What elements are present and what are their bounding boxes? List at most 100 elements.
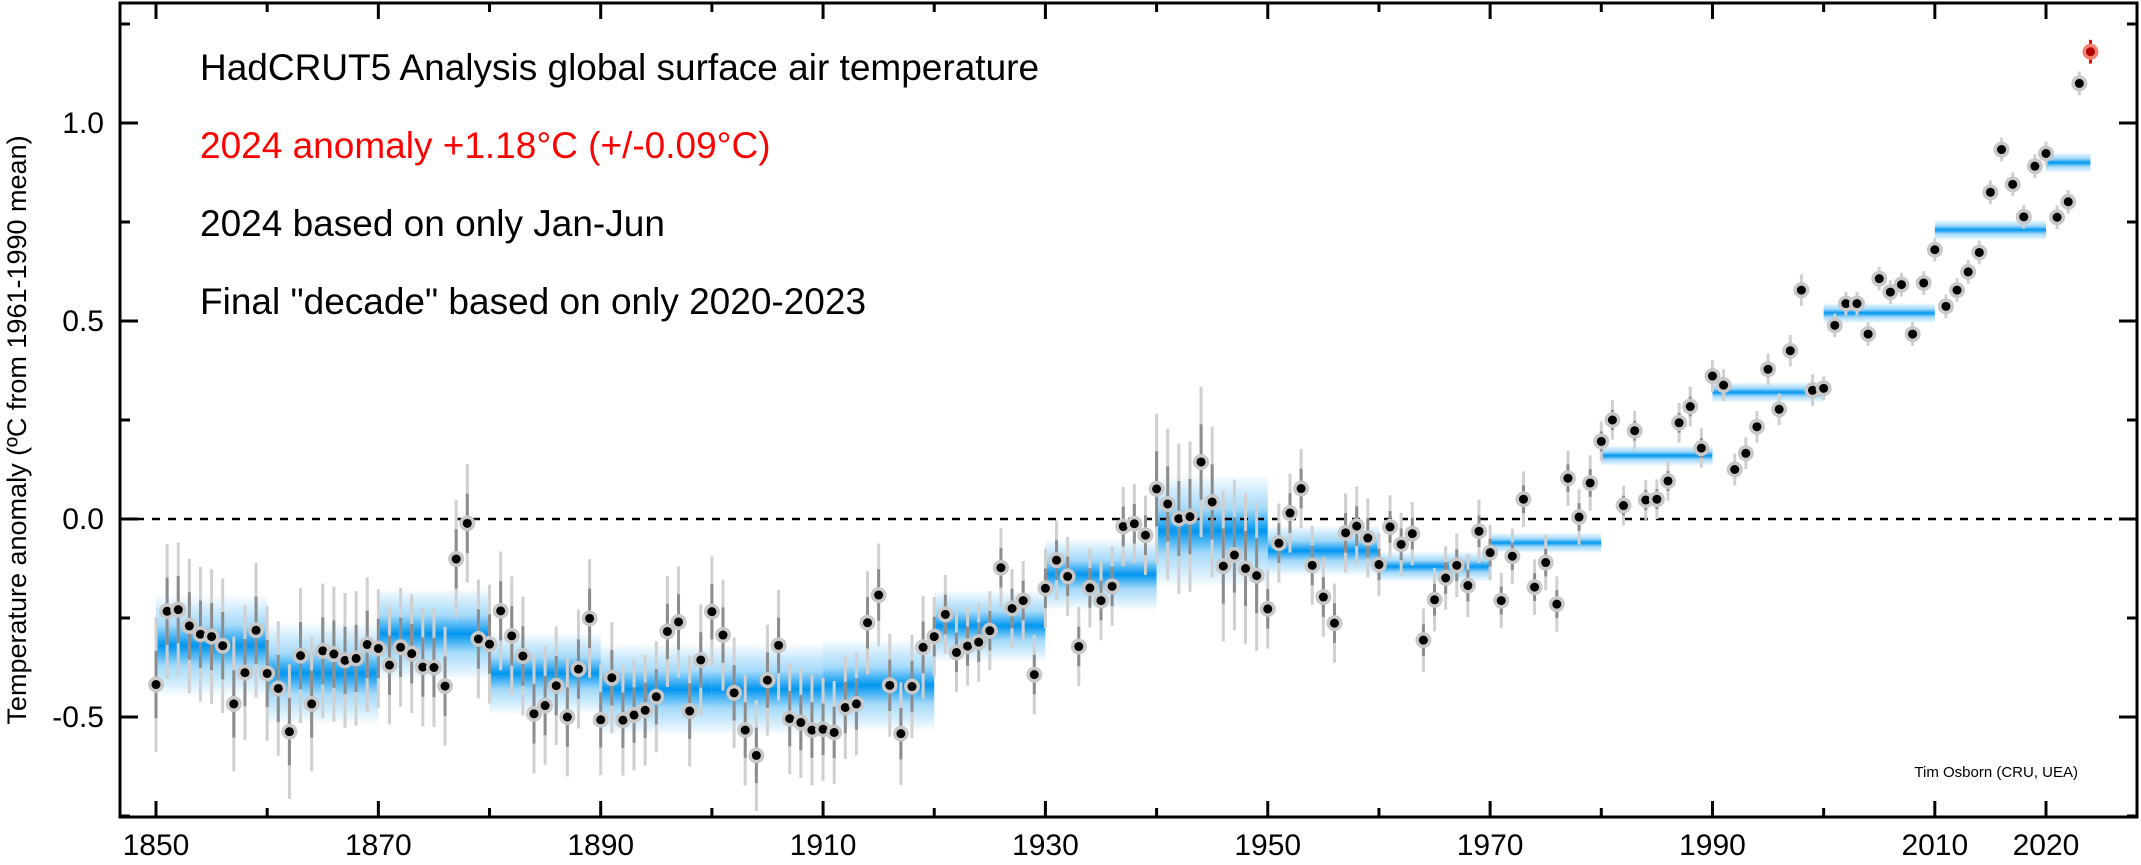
data-point [184, 621, 194, 631]
data-point [262, 668, 272, 678]
data-point [1819, 383, 1829, 393]
x-tick-label: 2020 [2013, 829, 2080, 862]
data-point [1952, 285, 1962, 295]
data-point [173, 605, 183, 615]
data-point [907, 682, 917, 692]
data-point [1307, 560, 1317, 570]
data-point [1274, 538, 1284, 548]
data-point [829, 727, 839, 737]
data-point [918, 642, 928, 652]
data-point [507, 631, 517, 641]
data-point [1174, 514, 1184, 524]
data-point [1741, 448, 1751, 458]
data-point [629, 710, 639, 720]
data-point [1385, 522, 1395, 532]
data-point [1963, 267, 1973, 277]
data-point [1040, 583, 1050, 593]
data-point [774, 640, 784, 650]
data-point [685, 706, 695, 716]
data-point [496, 606, 506, 616]
data-point [1852, 299, 1862, 309]
data-point [840, 702, 850, 712]
data-point [1285, 508, 1295, 518]
data-point [696, 655, 706, 665]
data-point [785, 714, 795, 724]
data-point [1974, 247, 1984, 257]
data-point [662, 626, 672, 636]
data-point [1808, 385, 1818, 395]
data-point [1830, 320, 1840, 330]
data-point [462, 518, 472, 528]
data-point [751, 750, 761, 760]
data-point [607, 673, 617, 683]
data-point [651, 692, 661, 702]
data-point [1129, 519, 1139, 529]
data-point [929, 632, 939, 642]
data-point [1452, 560, 1462, 570]
data-point [729, 688, 739, 698]
x-tick-label: 2010 [1901, 829, 1968, 862]
x-tick-label: 1930 [1012, 829, 1079, 862]
x-tick-label: 1850 [123, 829, 190, 862]
y-axis-label: Temperature anomaly (ºC from 1961-1990 m… [2, 135, 32, 724]
x-tick-label: 1910 [790, 829, 857, 862]
data-point [740, 725, 750, 735]
y-tick-label: 1.0 [62, 107, 104, 140]
data-point [1674, 418, 1684, 428]
data-point [240, 668, 250, 678]
data-point [585, 613, 595, 623]
y-tick-label: 0.5 [62, 305, 104, 338]
data-point [1930, 245, 1940, 255]
data-point [1474, 526, 1484, 536]
data-point [1229, 550, 1239, 560]
data-point [384, 660, 394, 670]
data-point [284, 727, 294, 737]
data-point [1730, 465, 1740, 474]
plot-frame [118, 1, 2139, 819]
data-point [1841, 299, 1851, 309]
data-point [1140, 530, 1150, 540]
data-point [1052, 555, 1062, 565]
data-point [1919, 278, 1929, 288]
data-point [207, 632, 217, 642]
data-point [1207, 497, 1217, 507]
data-point [1785, 346, 1795, 356]
data-point [440, 681, 450, 691]
data-point [1630, 426, 1640, 436]
data-point [863, 618, 873, 628]
data-point [273, 683, 283, 693]
data-point [1163, 499, 1173, 509]
data-point [540, 701, 550, 711]
data-point [1518, 494, 1528, 504]
data-point [1985, 187, 1995, 197]
data-point [974, 637, 984, 647]
data-point [818, 724, 828, 734]
data-point [1707, 371, 1717, 381]
data-point [218, 641, 228, 651]
data-point [1530, 582, 1540, 592]
data-point [485, 639, 495, 649]
data-point [1218, 561, 1228, 571]
data-point [2085, 47, 2095, 57]
data-point [2074, 78, 2084, 88]
data-point [518, 651, 528, 661]
data-point [2008, 179, 2018, 189]
data-point [896, 729, 906, 739]
data-point [718, 630, 728, 640]
data-point [251, 625, 261, 635]
data-point [573, 664, 583, 674]
data-point [1496, 596, 1506, 606]
data-point [473, 634, 483, 644]
x-tick-label: 1970 [1457, 829, 1524, 862]
data-point [2063, 197, 2073, 207]
data-point [429, 663, 439, 672]
data-point [318, 646, 328, 656]
data-point [1318, 592, 1328, 602]
data-point [1074, 642, 1084, 652]
x-tick-label: 1870 [345, 829, 412, 862]
data-point [1018, 596, 1028, 606]
data-point [329, 649, 339, 659]
data-point [1552, 599, 1562, 609]
data-point [1574, 512, 1584, 522]
data-point [1796, 285, 1806, 295]
